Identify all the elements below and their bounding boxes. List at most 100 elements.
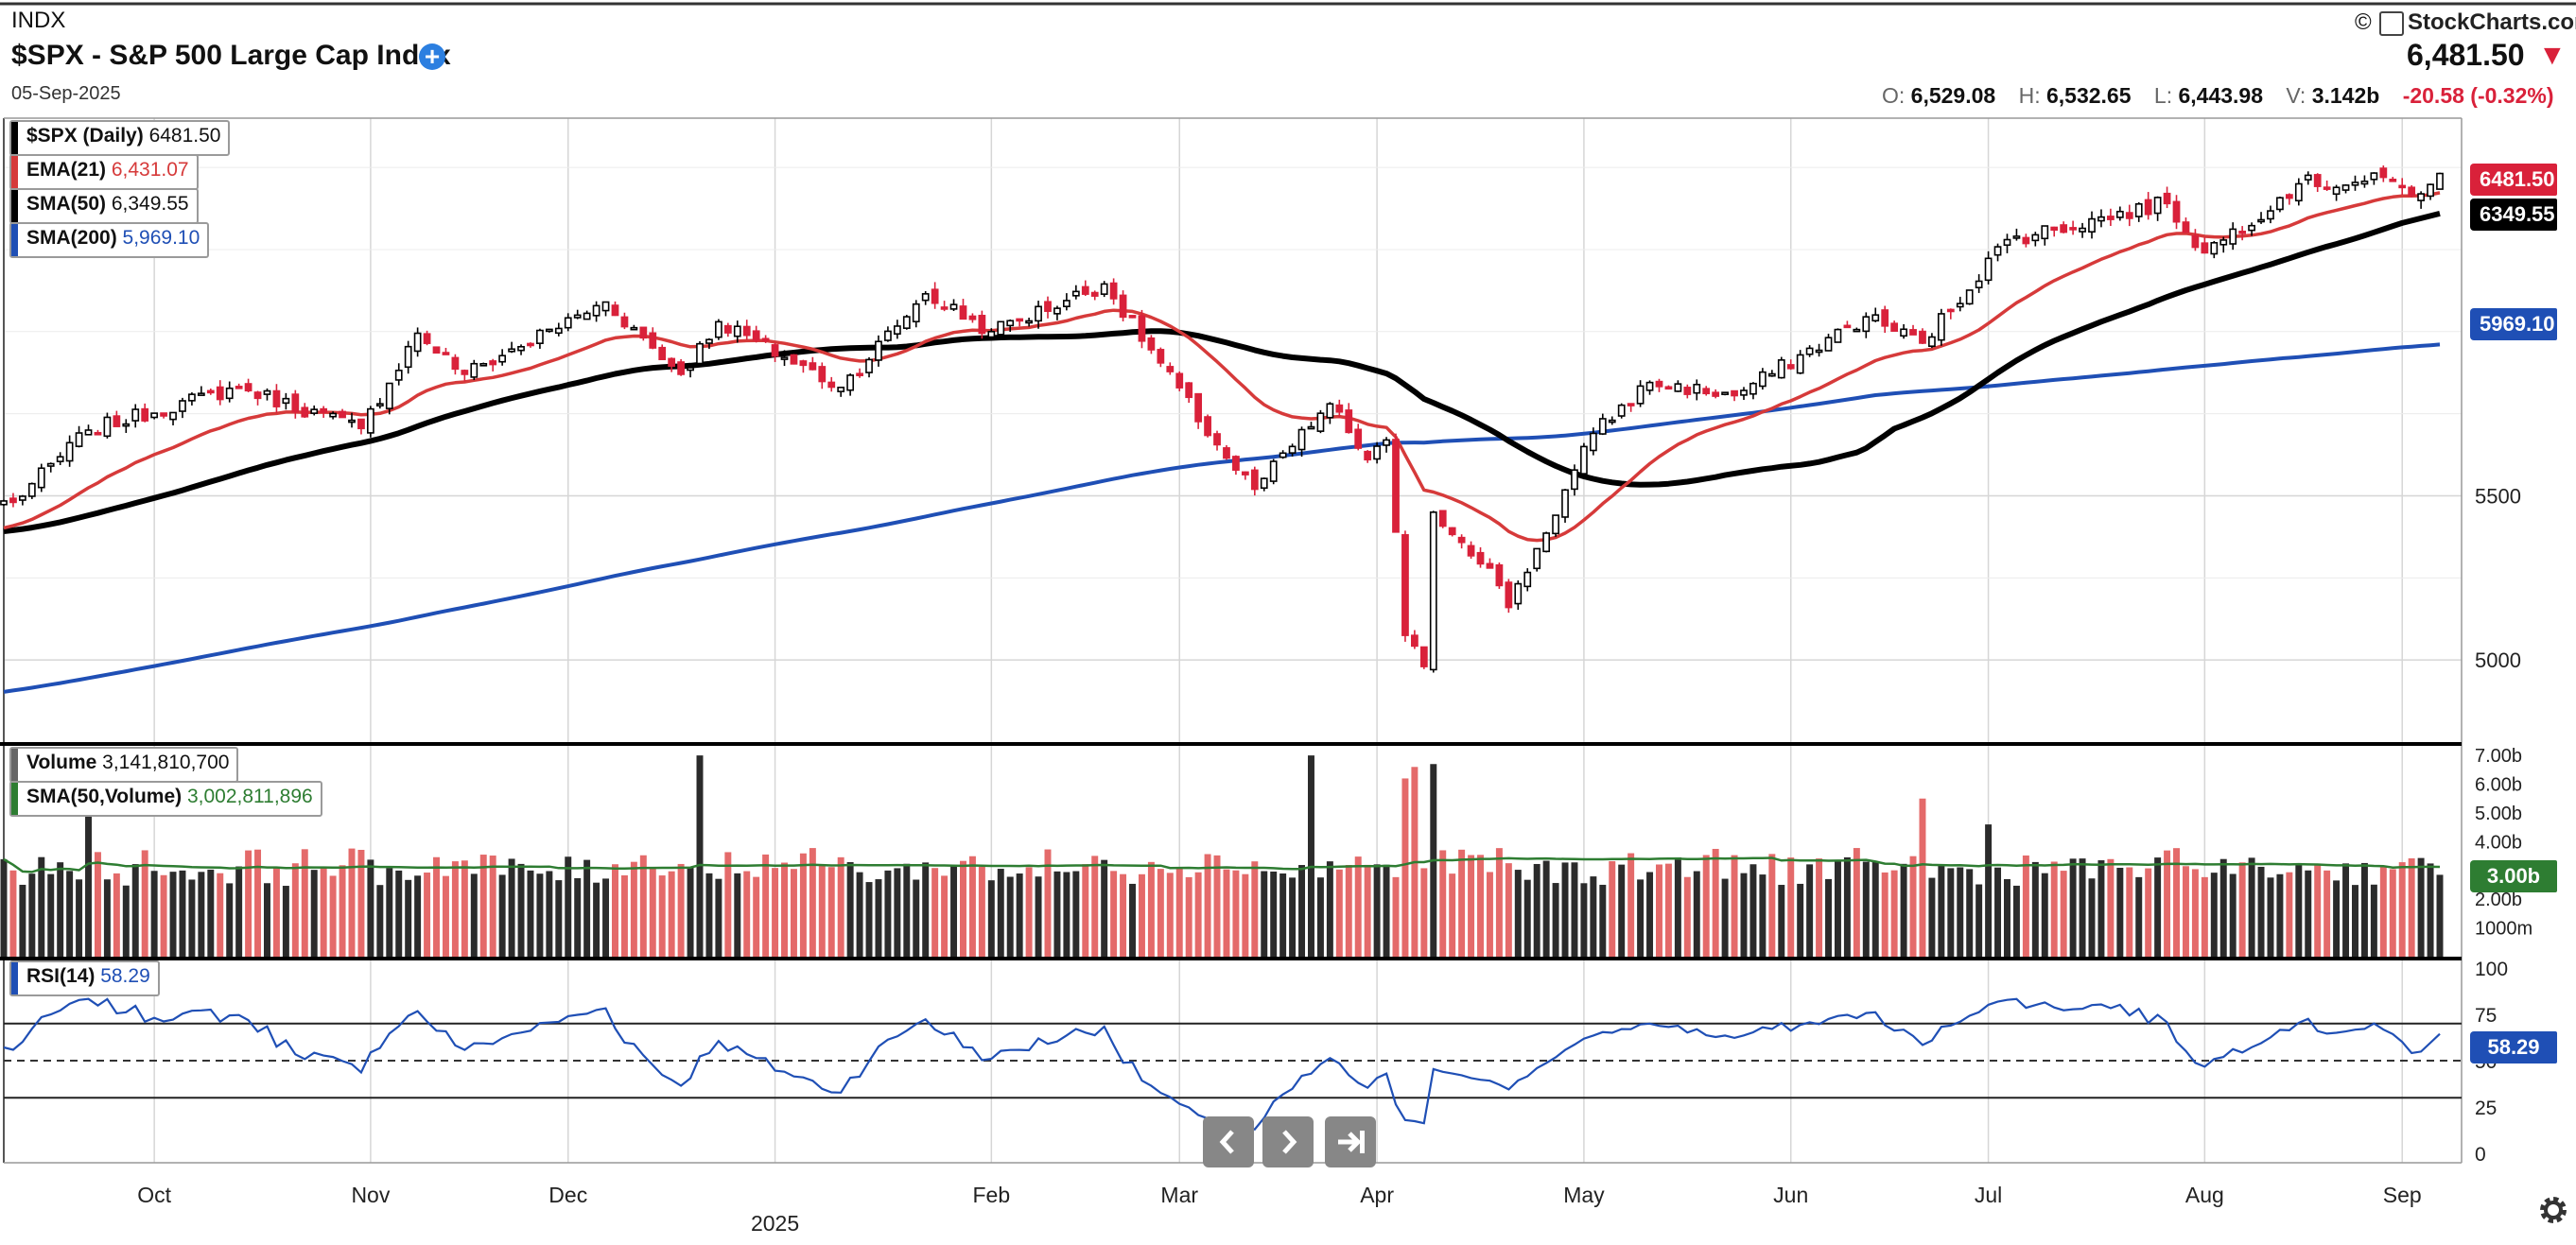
candle-body xyxy=(113,415,121,427)
candle-body xyxy=(884,330,892,341)
volume-bar xyxy=(19,884,26,957)
legend-ema21[interactable]: EMA(21) 6,431.07 xyxy=(9,154,199,190)
brand-link[interactable]: StockCharts.com xyxy=(2408,9,2576,35)
candle-body xyxy=(2041,225,2049,240)
candle-body xyxy=(1767,372,1776,377)
candle-body xyxy=(2031,233,2040,242)
candle-body xyxy=(225,387,234,400)
candle-body xyxy=(2069,227,2077,231)
scroll-to-end-button[interactable] xyxy=(1325,1116,1376,1167)
volume-bar xyxy=(2389,869,2396,957)
volume-bar xyxy=(968,856,976,957)
candle-body xyxy=(921,293,930,302)
volume-bar xyxy=(734,873,741,957)
legend-volume[interactable]: Volume 3,141,810,700 xyxy=(9,747,239,783)
volume-bar xyxy=(1523,879,1531,957)
candle-body xyxy=(367,407,374,434)
volume-bar xyxy=(1740,873,1748,957)
volume-bar xyxy=(1185,876,1192,957)
volume-bar xyxy=(1270,871,1278,957)
chart-title: $SPX - S&P 500 Large Cap Index xyxy=(11,40,451,71)
volume-bar xyxy=(1364,864,1371,957)
candle-body xyxy=(375,403,384,406)
sma200-badge: 5969.10 xyxy=(2470,308,2557,340)
candle-body xyxy=(997,320,1005,336)
volume-bar xyxy=(1383,864,1390,957)
volume-bar xyxy=(1110,871,1118,957)
legend-volume-sma[interactable]: SMA(50,Volume) 3,002,811,896 xyxy=(9,781,322,817)
candle-body xyxy=(2389,179,2397,182)
volume-bar xyxy=(1204,854,1211,957)
volume-bar xyxy=(47,873,55,957)
candle-body xyxy=(1185,382,1193,399)
candle-body xyxy=(959,305,967,320)
candle-body xyxy=(733,325,741,337)
grid-layer xyxy=(4,118,2462,1163)
volume-bar xyxy=(2417,857,2425,957)
legend-sma200[interactable]: SMA(200) 5,969.10 xyxy=(9,222,210,258)
scroll-left-button[interactable] xyxy=(1203,1116,1254,1167)
volume-bar xyxy=(141,850,148,957)
volume-bar xyxy=(1373,864,1381,957)
volume-bar xyxy=(1213,855,1221,957)
legend-price[interactable]: $SPX (Daily) 6481.50 xyxy=(9,120,231,156)
candle-body xyxy=(1712,391,1720,397)
x-tick-month-label: Apr xyxy=(1360,1183,1394,1207)
volume-bar xyxy=(2267,877,2274,957)
volume-bar xyxy=(1919,798,1926,957)
volume-bar xyxy=(1308,755,1314,957)
volume-bar xyxy=(2333,880,2341,957)
candle-body xyxy=(1335,404,1344,413)
volume-bar xyxy=(1138,873,1145,957)
volume-bar xyxy=(1420,868,1428,957)
candle-body xyxy=(687,367,694,372)
legend-rsi[interactable]: RSI(14) 58.29 xyxy=(9,960,160,996)
low-label: L: xyxy=(2153,83,2173,108)
candle-body xyxy=(103,416,112,438)
candle-body xyxy=(1909,329,1917,336)
legend-price-value: 6481.50 xyxy=(148,125,221,147)
candle-body xyxy=(1071,290,1080,297)
settings-gear-button[interactable] xyxy=(2536,1193,2570,1227)
volume-bar xyxy=(856,872,863,957)
add-symbol-icon[interactable]: + xyxy=(419,43,445,70)
volume-bar xyxy=(1194,872,1202,957)
candle-body xyxy=(2257,218,2265,223)
candle-body xyxy=(1006,320,1015,327)
volume-bar xyxy=(1674,856,1681,957)
candle-body xyxy=(1213,433,1221,446)
candle-body xyxy=(1617,404,1626,417)
volume-bar xyxy=(612,864,618,957)
candle-body xyxy=(1984,257,1993,282)
candle-body xyxy=(1448,527,1456,536)
volume-bar xyxy=(1816,858,1823,957)
candle-body xyxy=(912,303,920,323)
candle-body xyxy=(432,346,441,354)
price-change: -20.58 (-0.32%) xyxy=(2402,83,2554,108)
volume-bar xyxy=(2116,867,2124,957)
low-value: 6,443.98 xyxy=(2178,83,2264,108)
candle-body xyxy=(1354,428,1363,449)
candle-body xyxy=(949,303,958,310)
volume-bar xyxy=(2324,870,2331,957)
candle-body xyxy=(37,467,45,489)
legend-sma50[interactable]: SMA(50) 6,349.55 xyxy=(9,188,199,224)
candle-body xyxy=(790,354,798,365)
candle-body xyxy=(742,325,751,337)
volume-bar xyxy=(0,858,8,957)
candle-body xyxy=(141,407,149,422)
candle-body xyxy=(2229,228,2237,245)
volume-bar xyxy=(1947,868,1955,957)
candle-body xyxy=(1571,469,1578,491)
legend-volume-sma-name: SMA(50,Volume) xyxy=(26,786,183,807)
volume-bar xyxy=(809,848,816,957)
scroll-right-button[interactable] xyxy=(1262,1116,1314,1167)
candle-body xyxy=(2313,174,2322,187)
candle-body xyxy=(1721,391,1729,395)
volume-bar xyxy=(1063,872,1070,957)
candle-body xyxy=(1777,359,1785,379)
volume-bar xyxy=(357,850,365,957)
candle-body xyxy=(2134,202,2143,217)
volume-bar xyxy=(781,862,788,957)
